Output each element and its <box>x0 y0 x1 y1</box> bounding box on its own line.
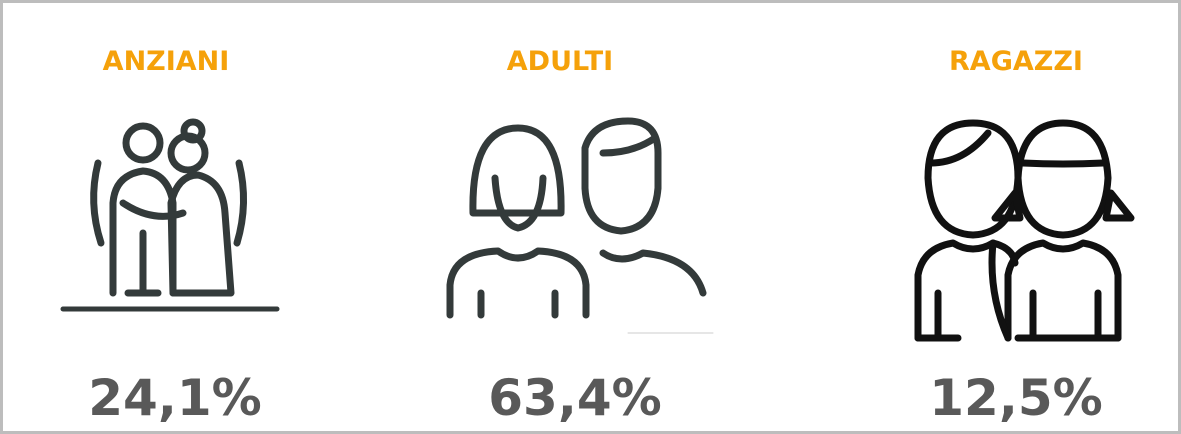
group-title: ADULTI <box>507 46 613 77</box>
group-value: 24,1% <box>88 369 261 427</box>
elderly-icon <box>60 118 280 312</box>
adults-icon <box>446 117 714 334</box>
group-value: 12,5% <box>929 369 1102 427</box>
group-title: RAGAZZI <box>949 46 1083 77</box>
canvas: ANZIANI ADULTI RAGAZZI 24,1% 63,4% <box>60 46 1135 427</box>
group-title: ANZIANI <box>103 46 230 77</box>
kids-icon <box>914 119 1135 342</box>
group-value: 63,4% <box>488 369 661 427</box>
